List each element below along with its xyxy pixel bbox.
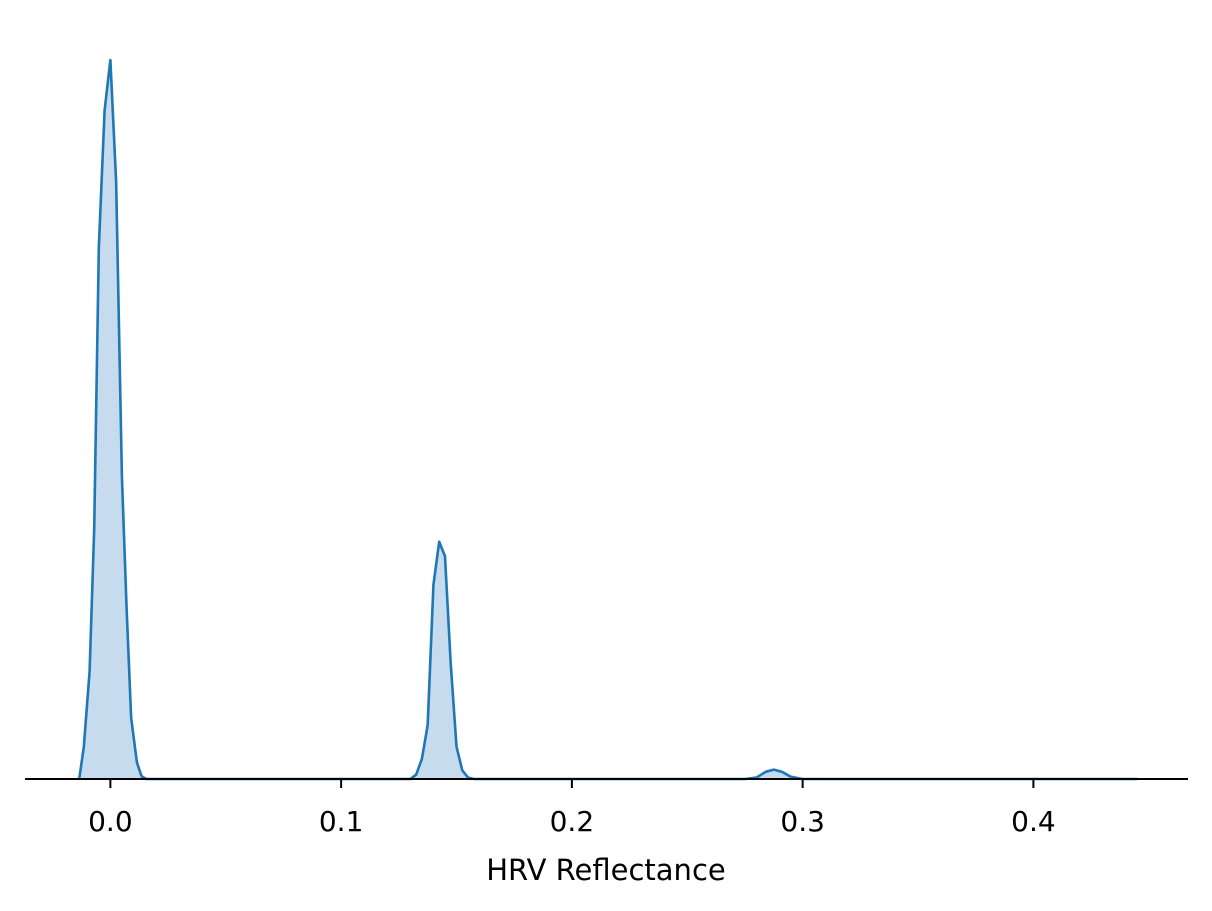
density-fill-0 [79, 60, 1138, 779]
x-tick-label-0: 0.0 [88, 805, 133, 838]
x-tick-label-4: 0.4 [1011, 805, 1056, 838]
x-tick-label-2: 0.2 [550, 805, 595, 838]
x-axis: 0.0 0.1 0.2 0.3 0.4 [25, 778, 1188, 838]
x-tick-label-1: 0.1 [319, 805, 364, 838]
density-line-0 [77, 58, 1138, 781]
x-axis-title: HRV Reflectance [486, 853, 725, 887]
x-tick-label-3: 0.3 [780, 805, 825, 838]
density-area-layer [77, 58, 1138, 781]
